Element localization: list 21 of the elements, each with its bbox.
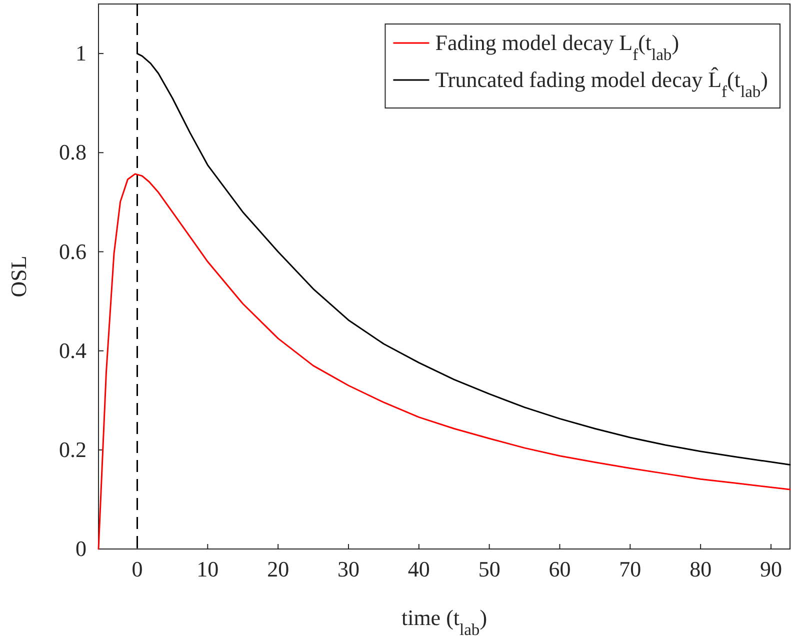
y-axis-title: OSL (6, 256, 31, 298)
y-tick-label: 0 (76, 536, 86, 562)
x-tick-label: 60 (548, 556, 571, 582)
x-axis-title: time (t$_{lab}$) (401, 605, 488, 637)
y-tick-label: 0.8 (59, 140, 86, 165)
x-tick-label: 50 (478, 556, 500, 582)
y-tick-label: 0.4 (59, 338, 86, 363)
legend-label: Fading model decay L$_{f}$(t$_{lab}$) (435, 30, 680, 64)
x-tick-label: 70 (619, 556, 642, 582)
line-series (98, 173, 791, 550)
x-tick-label: 80 (690, 556, 712, 582)
x-tick-label: 90 (760, 556, 782, 582)
x-tick-label: 0 (132, 556, 143, 582)
x-tick-label: 30 (337, 556, 360, 582)
x-tick-label: 10 (196, 556, 219, 582)
y-tick-label: 0.2 (59, 436, 86, 462)
x-tick-label: 20 (267, 556, 290, 582)
y-tick-label: 0.6 (59, 238, 86, 264)
y-tick-label: 1 (76, 40, 86, 66)
x-tick-label: 40 (408, 556, 430, 582)
legend-label: Truncated fading model decay L̂$_{f}$(t$_{lab}$) (435, 66, 768, 100)
